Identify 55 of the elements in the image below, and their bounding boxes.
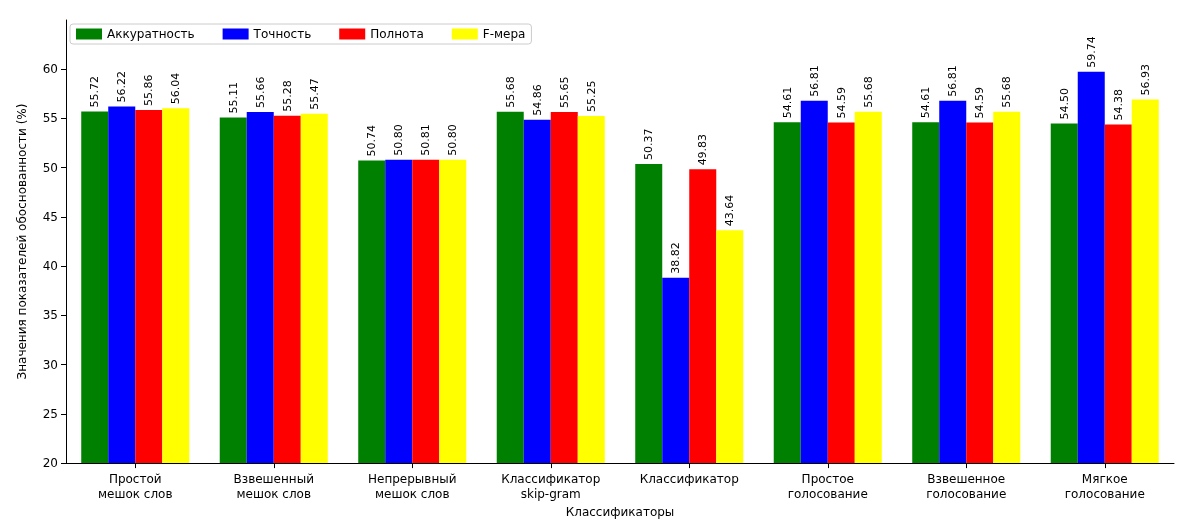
data-label: 54.50: [1057, 87, 1071, 120]
data-label: 50.74: [365, 124, 379, 157]
y-tick-label: 45: [42, 209, 58, 224]
legend-label: Точность: [252, 27, 312, 41]
data-label: 54.59: [973, 87, 987, 119]
y-tick-label: 50: [42, 160, 58, 175]
y-axis-title: Значения показателей обоснованности (%): [15, 103, 29, 380]
data-label: 50.80: [446, 124, 460, 156]
data-label: 55.68: [861, 76, 875, 108]
y-tick-label: 35: [42, 308, 58, 323]
data-label: 55.68: [503, 76, 517, 108]
y-tick-label: 55: [42, 111, 58, 126]
data-label: 56.22: [115, 70, 129, 103]
y-tick-label: 25: [42, 406, 58, 421]
x-tick-label: Классификатор: [639, 471, 739, 486]
x-tick-label: Взвешенное голосование: [926, 471, 1007, 501]
data-label: 56.81: [946, 65, 960, 97]
data-label: 50.81: [419, 124, 433, 156]
data-label: 59.74: [1084, 36, 1098, 68]
x-axis-title: Классификаторы: [565, 505, 675, 519]
data-label: 54.59: [834, 87, 848, 119]
data-label: 43.64: [723, 194, 737, 227]
x-tick-label: Простой мешок слов: [97, 471, 173, 501]
x-tick-label: Простое голосование: [787, 471, 868, 501]
y-tick-label: 40: [42, 259, 58, 274]
data-label: 54.38: [1111, 89, 1125, 121]
data-label: 55.47: [307, 78, 321, 110]
data-label: 55.11: [226, 81, 240, 114]
data-label: 54.61: [919, 86, 933, 119]
data-label: 55.25: [584, 80, 598, 112]
x-tick-label: Классификатор skip-gram: [501, 471, 601, 501]
data-label: 55.65: [557, 76, 571, 109]
data-label: 49.83: [696, 133, 710, 166]
legend-label: Полнота: [370, 27, 424, 41]
data-label: 55.68: [1000, 76, 1014, 108]
data-label: 54.86: [530, 84, 544, 116]
y-tick-label: 30: [42, 357, 58, 372]
data-label: 56.93: [1138, 63, 1152, 96]
x-tick-label: Мягкое голосование: [1064, 471, 1145, 501]
data-label: 55.66: [253, 76, 267, 108]
data-label: 54.61: [780, 86, 794, 119]
y-tick-label: 60: [42, 62, 58, 77]
data-label: 55.28: [280, 80, 294, 112]
data-label: 50.80: [392, 124, 406, 156]
data-label: 38.82: [669, 242, 683, 274]
x-tick-label: Непрерывный мешок слов: [367, 471, 457, 501]
legend-label: Аккуратность: [107, 27, 195, 41]
x-tick-label: Взвешенный мешок слов: [233, 471, 314, 501]
y-tick-label: 20: [42, 456, 58, 471]
data-label: 55.72: [88, 75, 102, 108]
data-label: 56.81: [807, 65, 821, 97]
data-label: 55.86: [142, 74, 156, 106]
legend-label: F-мера: [482, 27, 526, 41]
data-label: 50.37: [642, 128, 656, 161]
data-label: 56.04: [169, 72, 183, 105]
